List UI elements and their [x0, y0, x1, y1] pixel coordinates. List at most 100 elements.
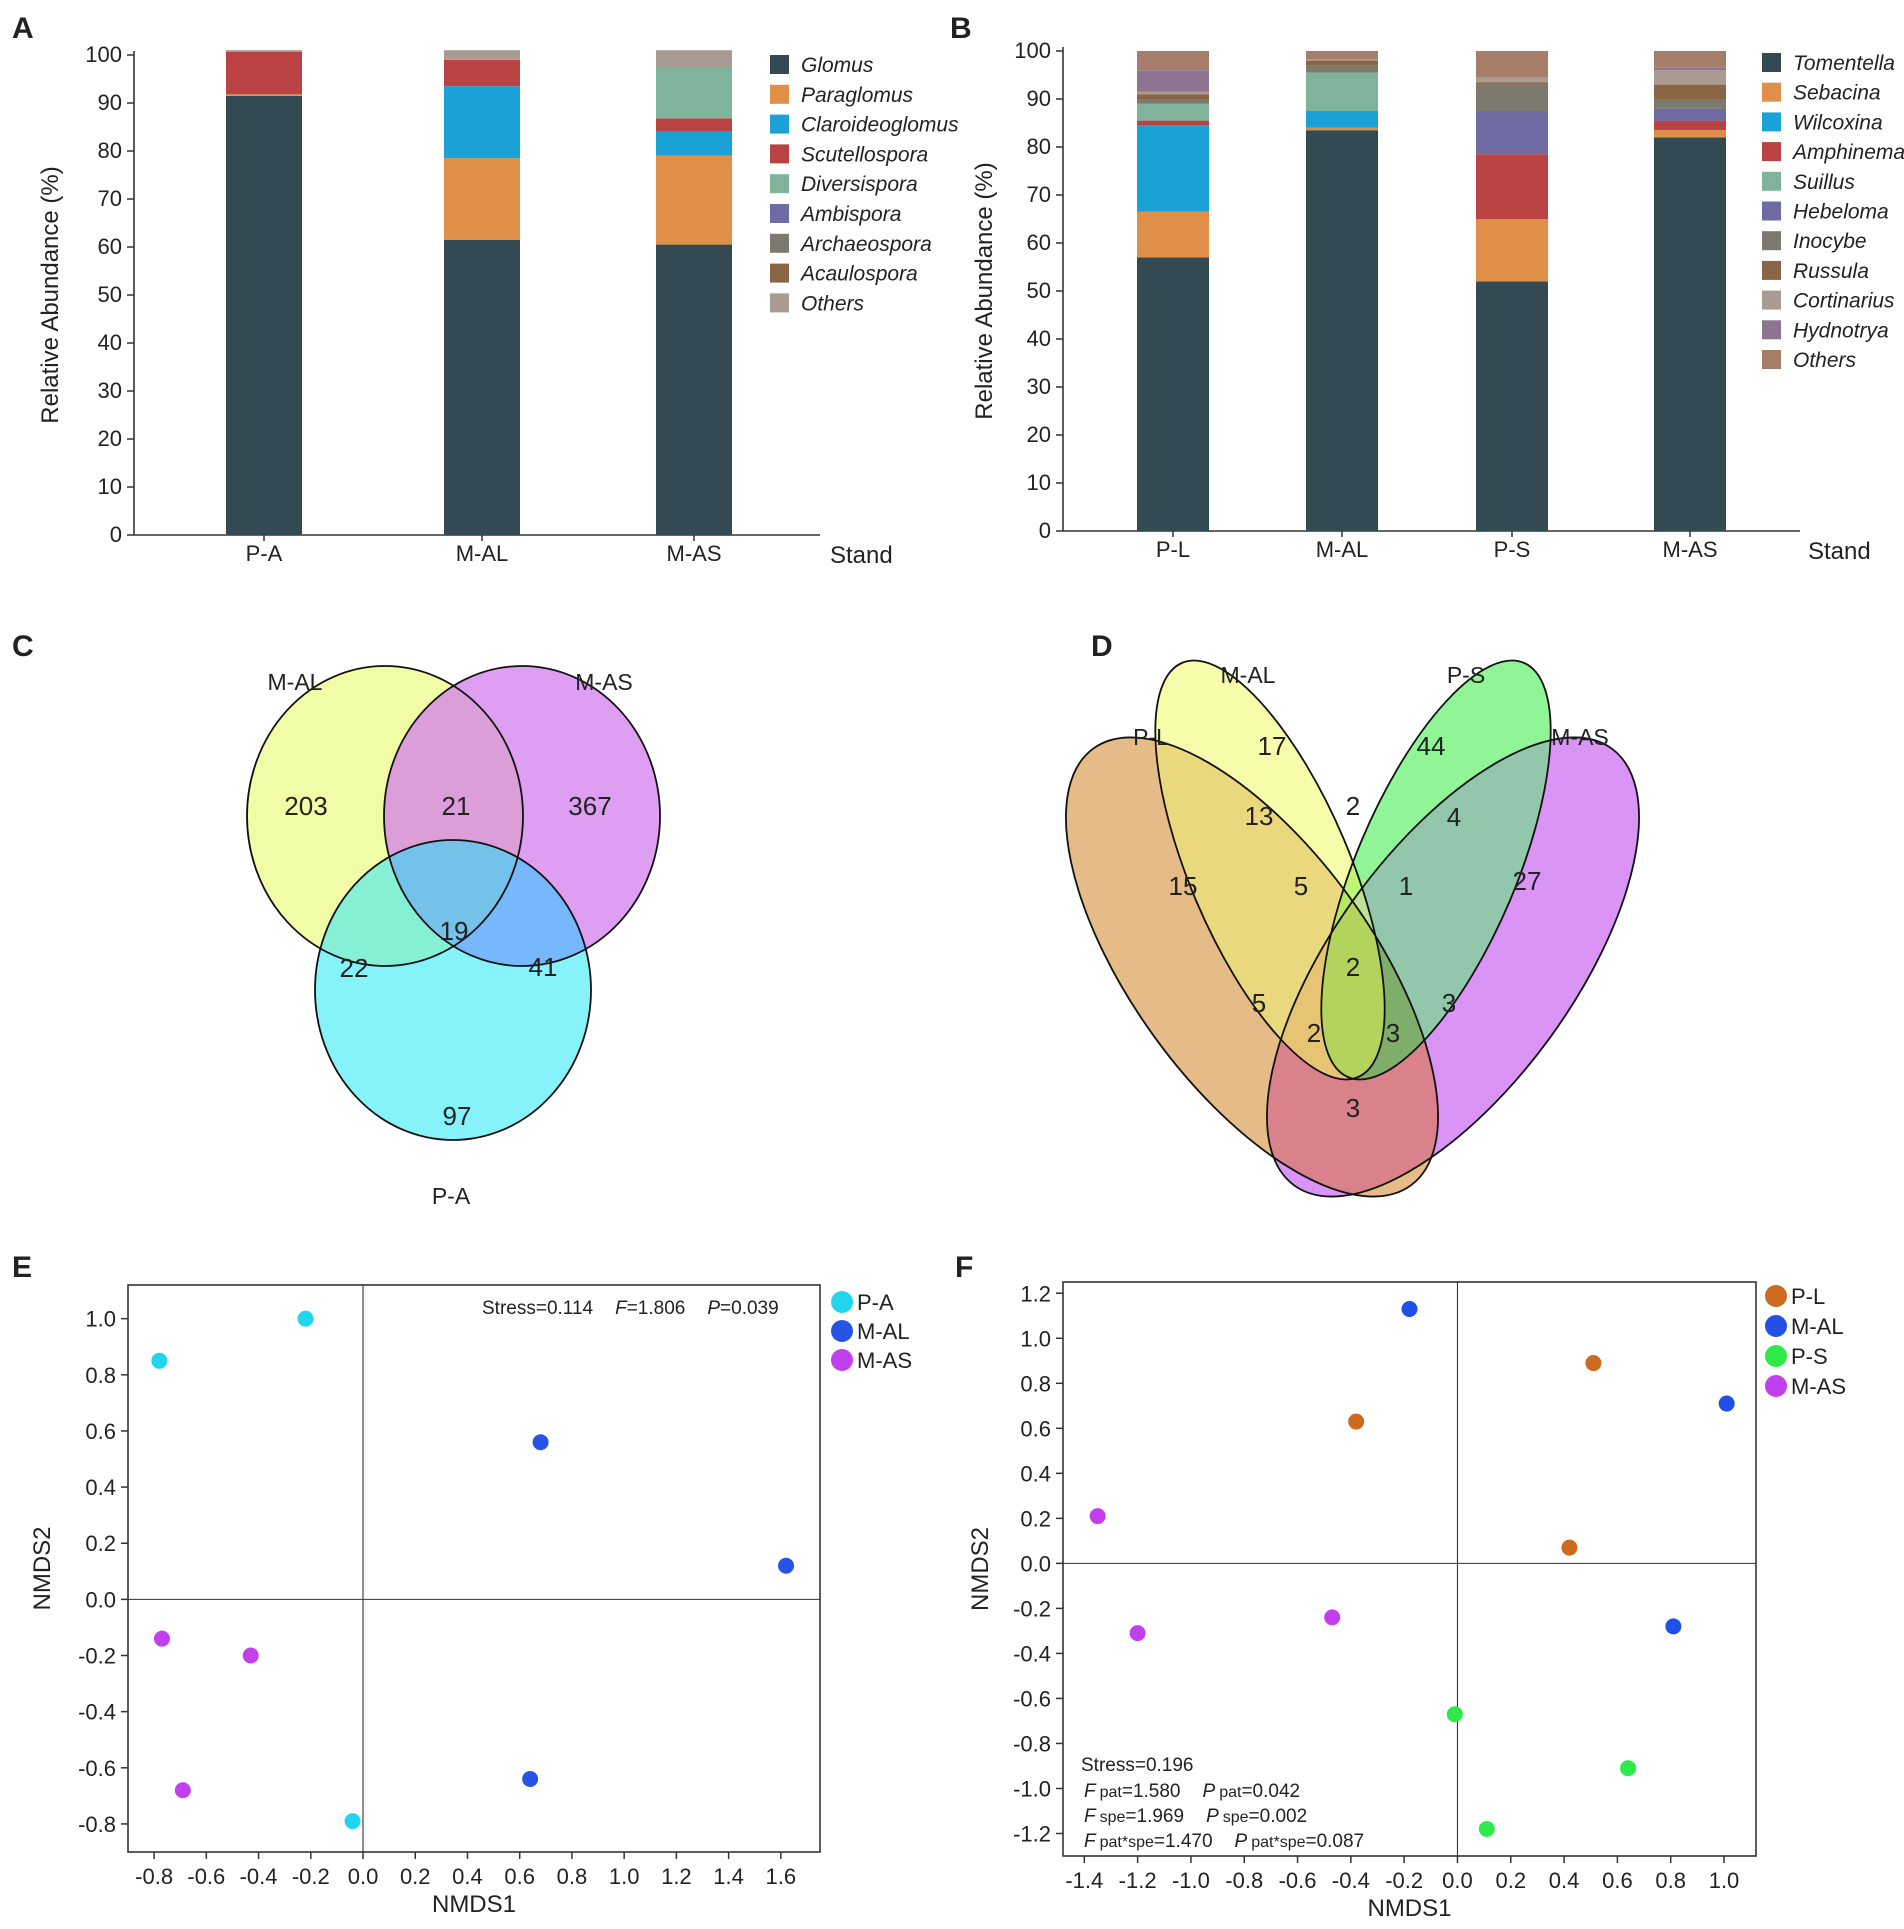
venn-d-region-count: 13: [1245, 801, 1274, 831]
bar-segment-tomentella: [1654, 137, 1726, 531]
x-tick-label: 1.0: [609, 1864, 640, 1889]
stats-f-sub: pat*spe: [1100, 1834, 1154, 1851]
stats-p-label: P: [1203, 1781, 1216, 1802]
y-tick-label: 40: [1027, 326, 1051, 351]
legend-label: Others: [1793, 349, 1857, 372]
legend-marker: [831, 1349, 853, 1371]
legend-swatch: [1762, 112, 1781, 132]
legend-label: Russula: [1793, 260, 1869, 283]
point-m-al: [1665, 1618, 1682, 1635]
x-tick-label: -1.0: [1172, 1868, 1210, 1893]
bar-segment-glomus: [656, 244, 732, 535]
legend-marker: [1765, 1315, 1787, 1337]
stats-p-sub: pat: [1219, 1784, 1242, 1801]
x-tick-label: 0.2: [400, 1864, 431, 1889]
venn-c-set-label: M-AS: [575, 669, 633, 695]
bar-segment-claroideoglomus: [444, 86, 520, 159]
venn-c-set-outline-p-a: [314, 839, 592, 1141]
x-tick-label: M-AL: [1316, 537, 1369, 562]
legend-swatch: [770, 293, 789, 313]
point-m-as: [174, 1782, 191, 1799]
bar-segment-hydnotrya: [1654, 67, 1726, 71]
legend-label: M-AL: [857, 1319, 910, 1344]
legend-swatch: [1762, 142, 1781, 162]
plot-frame: [1062, 1281, 1757, 1857]
y-axis-title: Relative Abundance (%): [971, 162, 998, 419]
legend-marker: [831, 1320, 853, 1342]
legend-marker: [831, 1291, 853, 1313]
x-axis-title: NMDS1: [1367, 1895, 1451, 1922]
bar-segment-amphinema: [1137, 120, 1209, 126]
venn-d-region-count: 2: [1307, 1018, 1321, 1048]
legend-label: P-S: [1791, 1344, 1828, 1369]
venn-d-set-outline-m-al: [1154, 659, 1386, 1081]
y-tick-label: 0: [1039, 518, 1051, 543]
bar-segment-cortinarius: [1306, 59, 1378, 61]
stats-f-sub: pat: [1100, 1784, 1123, 1801]
y-tick-label: 60: [98, 234, 122, 259]
legend-swatch: [770, 84, 789, 104]
x-tick-label: 0.6: [504, 1864, 535, 1889]
chart-f-nmds-ecm: F -1.4 -1.2 -1.0 -0.8 -0.6 -0.4 -0.2 0.0 0.2 0.4 0.…: [955, 1251, 1846, 1922]
y-tick-label: 0.6: [1020, 1416, 1051, 1441]
legend-swatch: [1762, 82, 1781, 102]
stats-part: Stress=0.114: [482, 1298, 594, 1319]
bar-segment-cortinarius: [1137, 91, 1209, 95]
bar-segment-claroideoglomus: [656, 131, 732, 156]
point-m-al: [522, 1771, 539, 1788]
stats-p-sub: pat*spe: [1251, 1834, 1305, 1851]
point-p-l: [1585, 1355, 1602, 1372]
legend-label: M-AS: [1791, 1374, 1846, 1399]
legend-label: Others: [801, 292, 865, 315]
bar-segment-inocybe: [1137, 99, 1209, 104]
point-p-s: [1620, 1760, 1637, 1777]
x-tick-label: P-L: [1156, 537, 1190, 562]
legend-label: Hebeloma: [1793, 201, 1889, 224]
plot-frame: [127, 1284, 821, 1853]
panel-letter: E: [12, 1251, 32, 1284]
panel-letter: D: [1091, 630, 1113, 663]
point-m-as: [1129, 1625, 1146, 1642]
legend-marker: [1765, 1375, 1787, 1397]
x-tick-label: 0.4: [1549, 1868, 1580, 1893]
venn-d-region-count: 1: [1399, 871, 1413, 901]
y-tick-label: -0.4: [1013, 1641, 1051, 1666]
x-tick-label: -0.2: [292, 1864, 330, 1889]
bar-segment-sebacina: [1654, 130, 1726, 138]
venn-d-region-count: 5: [1294, 871, 1308, 901]
venn-c-set-label: P-A: [432, 1183, 471, 1209]
legend-marker: [1765, 1345, 1787, 1367]
point-m-as: [242, 1647, 259, 1664]
stats-f-value: =1.470: [1154, 1831, 1213, 1852]
venn-c-region-count: 203: [284, 791, 327, 821]
y-tick-label: -0.2: [1013, 1596, 1051, 1621]
y-tick-label: -0.4: [78, 1700, 116, 1725]
bar-segment-paraglomus: [226, 94, 302, 96]
bar-segment-sebacina: [1476, 219, 1548, 282]
y-tick-label: 100: [1014, 38, 1051, 63]
bar-segment-scutellospora: [226, 51, 302, 95]
bar-segment-inocybe: [1476, 84, 1548, 111]
venn-d-region-count: 3: [1386, 1018, 1400, 1048]
bar-segment-tomentella: [1306, 130, 1378, 531]
bar-segment-russula: [1476, 82, 1548, 85]
bar-segment-others: [1137, 51, 1209, 71]
x-tick-label: -1.4: [1065, 1868, 1103, 1893]
venn-d-set-outline-p-l: [1065, 736, 1439, 1198]
x-tick-label: -0.4: [1332, 1868, 1370, 1893]
legend-label: Hydnotrya: [1793, 319, 1889, 342]
point-p-l: [1561, 1539, 1578, 1556]
bar-segment-paraglomus: [444, 158, 520, 240]
venn-c-overlap-mas-pa-shape: [384, 840, 591, 966]
legend-label: M-AL: [1791, 1314, 1844, 1339]
y-tick-label: 70: [98, 186, 122, 211]
venn-d-region-count: 17: [1258, 731, 1287, 761]
legend-label: Ambispora: [799, 203, 901, 226]
venn-d-set-label: P-L: [1133, 724, 1169, 750]
bar-segment-others: [1654, 51, 1726, 68]
panel-letter: F: [955, 1251, 973, 1284]
x-tick-label: P-S: [1494, 537, 1531, 562]
panel-letter: C: [12, 630, 34, 663]
y-tick-label: 80: [98, 138, 122, 163]
